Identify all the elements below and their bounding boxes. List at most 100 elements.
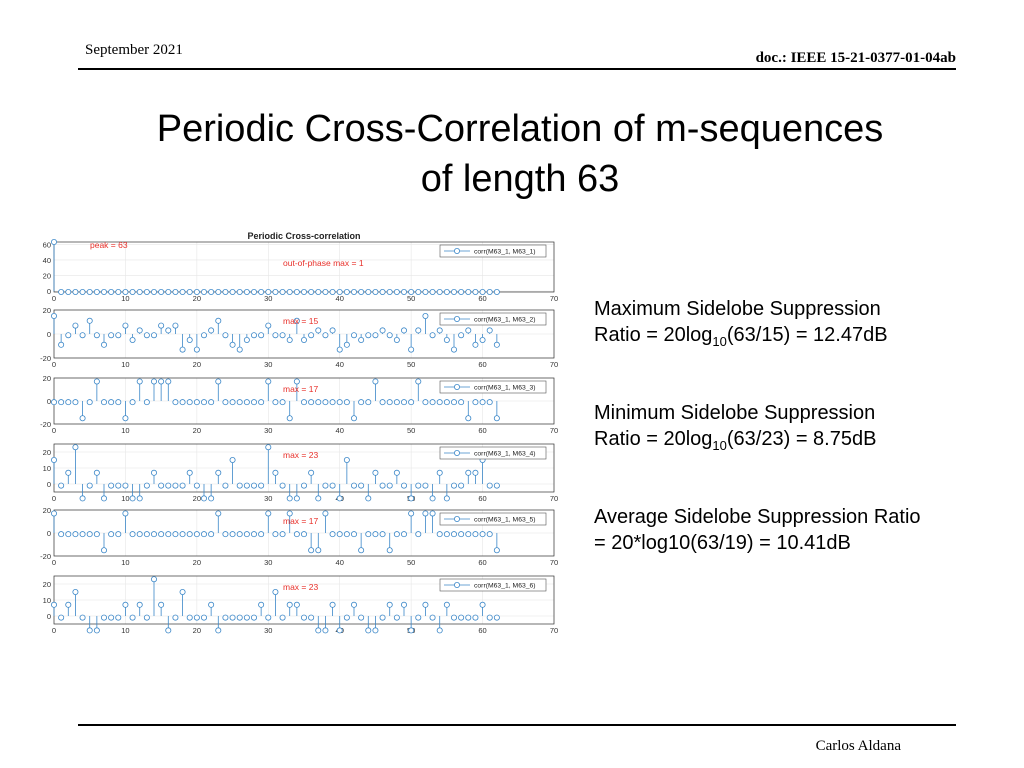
stem-marker — [422, 289, 429, 296]
max-annotation: max = 23 — [283, 450, 318, 460]
stem-marker — [443, 531, 450, 538]
stem-marker — [172, 289, 179, 296]
stem-marker — [236, 482, 243, 489]
stem-marker — [229, 456, 236, 463]
stem-marker — [179, 531, 186, 538]
stem-marker — [408, 399, 415, 406]
stem-marker — [308, 614, 315, 621]
stem-marker — [151, 289, 158, 296]
legend-box — [439, 244, 547, 258]
stem-marker — [101, 289, 108, 296]
stem-marker — [129, 399, 136, 406]
stem-marker — [101, 614, 108, 621]
stem-marker — [308, 289, 315, 296]
stem-marker — [93, 289, 100, 296]
stem-marker — [479, 531, 486, 538]
stem-marker — [429, 332, 436, 339]
stem-marker — [379, 399, 386, 406]
legend-box — [439, 512, 547, 526]
legend-label: corr(M63_1, M63_1) — [474, 249, 536, 256]
stem-marker — [229, 531, 236, 538]
stem-marker — [136, 289, 143, 296]
stem-marker — [250, 531, 257, 538]
stem-marker — [293, 495, 300, 502]
stem-marker — [129, 495, 136, 502]
legend-label: corr(M63_1, M63_4) — [474, 451, 536, 458]
x-tick-label: 40 — [336, 294, 344, 303]
stem-marker — [200, 289, 207, 296]
stem-marker — [108, 531, 115, 538]
stem-marker — [250, 332, 257, 339]
stem-marker — [86, 399, 93, 406]
stem-marker — [408, 510, 415, 517]
stem-marker — [265, 289, 272, 296]
x-tick-label: 20 — [193, 494, 201, 503]
stem-marker — [458, 482, 465, 489]
stem-marker — [86, 531, 93, 538]
stem-marker — [486, 531, 493, 538]
stem-marker — [65, 531, 72, 538]
max-formula-post: (63/15) = 12.47dB — [726, 324, 888, 346]
stem-marker — [186, 399, 193, 406]
min-sidelobe-label: Minimum Sidelobe Suppression — [594, 402, 876, 424]
stem-marker — [143, 399, 150, 406]
stem-marker — [343, 399, 350, 406]
stem-marker — [93, 378, 100, 385]
stem-marker — [443, 337, 450, 344]
stem-marker — [300, 482, 307, 489]
stem-marker — [350, 332, 357, 339]
stem-marker — [72, 322, 79, 329]
x-tick-label: 10 — [121, 294, 129, 303]
stem-marker — [129, 289, 136, 296]
stem-marker — [493, 482, 500, 489]
stem-marker — [322, 510, 329, 517]
stem-marker — [365, 495, 372, 502]
stem-marker — [222, 332, 229, 339]
x-tick-label: 50 — [407, 294, 415, 303]
legend-box — [439, 578, 547, 592]
stem-marker — [450, 531, 457, 538]
stem-marker — [250, 482, 257, 489]
stem-marker — [186, 469, 193, 476]
stem-marker — [393, 614, 400, 621]
stem-marker — [393, 337, 400, 344]
y-tick-label: -20 — [40, 552, 51, 561]
x-tick-label: 0 — [52, 426, 56, 435]
stem-marker — [493, 415, 500, 422]
stem-marker — [250, 289, 257, 296]
stem-marker — [172, 482, 179, 489]
stem-marker — [165, 531, 172, 538]
stem-marker — [65, 289, 72, 296]
stem-marker — [101, 399, 108, 406]
stem-marker — [372, 531, 379, 538]
stem-marker — [179, 289, 186, 296]
stem-marker — [186, 531, 193, 538]
min-sidelobe-note: Minimum Sidelobe Suppression Ratio = 20l… — [594, 400, 876, 452]
header-date: September 2021 — [85, 42, 183, 58]
stem-marker — [279, 332, 286, 339]
stem-marker — [472, 399, 479, 406]
stem-marker — [393, 399, 400, 406]
stem-marker — [65, 332, 72, 339]
stem-marker — [436, 531, 443, 538]
stem-marker — [343, 456, 350, 463]
stem-marker — [358, 399, 365, 406]
legend-label: corr(M63_1, M63_5) — [474, 517, 536, 524]
stem-marker — [50, 456, 57, 463]
stem-marker — [86, 482, 93, 489]
stem-marker — [115, 614, 122, 621]
stem-marker — [215, 317, 222, 324]
stem-marker — [322, 482, 329, 489]
stem-marker — [408, 346, 415, 353]
x-tick-label: 0 — [52, 294, 56, 303]
legend-marker — [453, 581, 460, 588]
stem-marker — [243, 289, 250, 296]
stem-marker — [286, 415, 293, 422]
stem-marker — [115, 332, 122, 339]
stem-marker — [72, 444, 79, 451]
legend-label: corr(M63_1, M63_2) — [474, 317, 536, 324]
legend-marker — [453, 449, 460, 456]
stem-marker — [479, 289, 486, 296]
stem-marker — [400, 327, 407, 334]
